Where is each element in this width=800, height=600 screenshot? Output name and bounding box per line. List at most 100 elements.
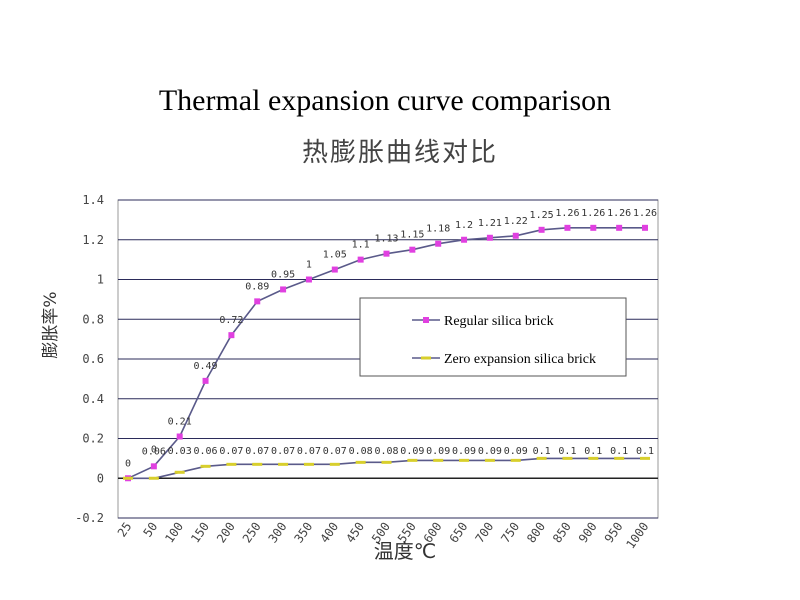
series-layer [123,224,650,482]
data-label-regular: 1.21 [478,218,502,229]
data-label-regular: 1.05 [323,250,347,261]
x-tick-label: 650 [447,520,471,546]
y-tick-label: 1.2 [82,233,104,247]
data-label-regular: 1.1 [352,240,370,251]
data-point-regular [280,286,287,293]
data-point-regular [383,250,390,257]
x-tick-label: 750 [498,520,522,546]
data-point-regular [228,332,235,339]
x-axis-title: 温度℃ [374,539,436,563]
y-tick-label: -0.2 [75,511,104,525]
data-point-regular [538,226,545,233]
x-tick-label: 850 [550,520,574,546]
data-label-zero-expansion: 0.09 [452,446,476,457]
data-point-zero-expansion [588,456,599,460]
data-label-zero-expansion: 0.1 [584,446,602,457]
data-point-regular [590,224,597,231]
chart-title: Thermal expansion curve comparison [158,84,612,117]
data-label-zero-expansion: 0.1 [533,446,551,457]
data-label-regular: 0.95 [271,269,295,280]
x-tick-label: 250 [240,520,264,546]
data-point-zero-expansion [407,458,418,462]
y-tick-label: 0.8 [82,312,104,326]
y-tick-label: 0.6 [82,352,104,366]
data-point-regular [357,256,364,263]
data-label-regular: 1.13 [374,234,398,245]
data-label-zero-expansion: 0.09 [400,446,424,457]
data-label-zero-expansion: 0.08 [349,446,373,457]
x-tick-label: 150 [188,520,212,546]
data-point-zero-expansion [252,462,263,466]
data-point-zero-expansion [123,476,133,480]
data-point-regular [202,377,209,384]
data-point-zero-expansion [381,460,392,464]
legend-label-zero-expansion: Zero expansion silica brick [444,352,596,367]
data-point-zero-expansion [640,456,650,460]
y-axis-title: 膨胀率% [41,291,61,358]
data-label-regular: 0 [125,458,131,469]
data-point-zero-expansion [278,462,289,466]
y-tick-label: 0.4 [82,392,104,406]
x-tick-label: 25 [115,520,135,540]
data-label-zero-expansion: 0.07 [219,446,243,457]
data-label-zero-expansion: 0.1 [610,446,628,457]
data-point-regular [435,240,442,247]
legend: Regular silica brick Zero expansion silic… [359,297,627,377]
data-point-regular [176,433,183,440]
data-point-regular [486,234,493,241]
data-label-zero-expansion: 0.1 [558,446,576,457]
legend-box [359,297,627,377]
data-point-regular [512,232,519,239]
x-tick-label: 100 [162,520,186,546]
data-label-regular: 1.22 [504,216,528,227]
x-tick-label: 350 [291,520,315,546]
x-tick-label: 900 [576,520,600,546]
data-point-regular [461,236,468,243]
data-point-zero-expansion [510,458,521,462]
data-point-zero-expansion [484,458,495,462]
data-point-zero-expansion [536,456,547,460]
data-point-zero-expansion [614,456,625,460]
x-tick-label: 50 [141,520,161,540]
data-label-regular: 0.21 [168,417,192,428]
x-tick-label: 800 [524,520,548,546]
data-label-zero-expansion: 0.09 [426,446,450,457]
data-point-regular [409,246,416,253]
x-tick-label: 950 [602,520,626,546]
x-tick-label: 700 [472,520,496,546]
legend-marker-zero-expansion [421,356,431,360]
data-label-zero-expansion: 0.07 [297,446,321,457]
data-label-zero-expansion: 0.07 [323,446,347,457]
data-point-zero-expansion [200,464,211,468]
legend-marker-regular [423,317,429,323]
data-point-regular [254,298,261,305]
data-point-zero-expansion [459,458,470,462]
x-tick-label: 450 [343,520,367,546]
data-label-regular: 1.2 [455,220,473,231]
x-tick-label: 1000 [623,520,651,552]
data-label-zero-expansion: 0.09 [504,446,528,457]
data-point-zero-expansion [329,462,340,466]
data-point-zero-expansion [174,470,185,474]
data-point-zero-expansion [562,456,573,460]
data-label-zero-expansion: 0.07 [245,446,269,457]
data-point-zero-expansion [226,462,237,466]
data-label-regular: 1.26 [607,208,631,219]
data-label-regular: 1.26 [555,208,579,219]
data-point-zero-expansion [433,458,444,462]
data-label-zero-expansion: 0 [151,444,157,455]
data-label-zero-expansion: 0.03 [168,446,192,457]
data-label-regular: 1.18 [426,224,450,235]
data-label-zero-expansion: 0.06 [194,446,218,457]
legend-label-regular: Regular silica brick [444,314,554,329]
data-label-zero-expansion: 0.09 [478,446,502,457]
data-label-regular: 0.49 [194,361,218,372]
x-tick-label: 400 [317,520,341,546]
data-point-regular [564,224,571,231]
x-tick-label: 300 [266,520,290,546]
data-label-regular: 1 [306,260,312,271]
data-label-zero-expansion: 0.07 [271,446,295,457]
data-label-regular: 1.26 [633,208,657,219]
